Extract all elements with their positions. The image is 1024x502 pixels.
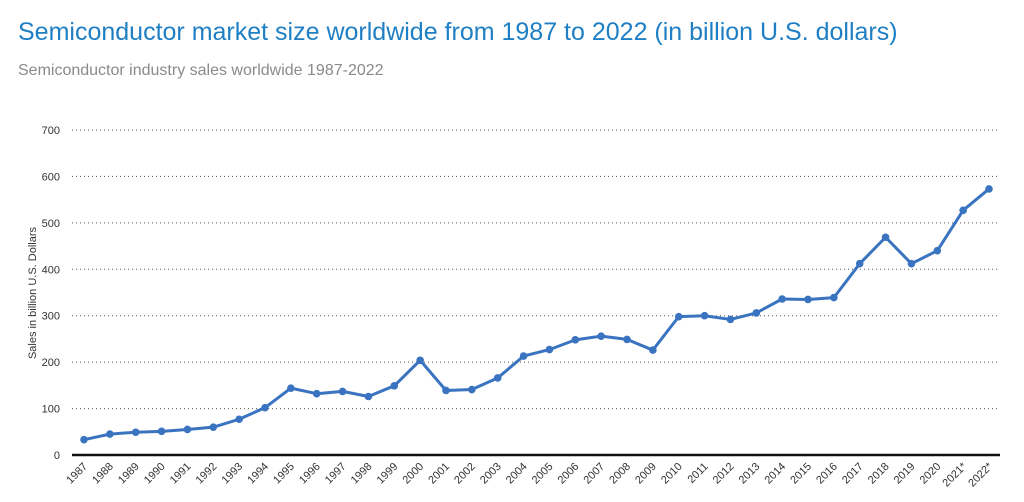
x-tick-label: 1998: [349, 461, 375, 487]
y-tick-label: 100: [42, 404, 60, 416]
x-tick-label: 2004: [504, 461, 530, 487]
chart-title: Semiconductor market size worldwide from…: [18, 18, 898, 46]
data-point[interactable]: [674, 312, 683, 321]
x-tick-label: 1996: [297, 461, 323, 487]
data-point[interactable]: [519, 352, 528, 360]
x-tick-label: 1988: [90, 461, 116, 487]
x-tick-label: 2009: [633, 461, 659, 487]
data-point[interactable]: [752, 309, 761, 317]
data-point[interactable]: [390, 382, 399, 390]
data-point[interactable]: [287, 384, 295, 392]
data-point[interactable]: [778, 295, 786, 303]
y-tick-label: 500: [42, 218, 60, 230]
x-tick-label: 2020: [918, 461, 944, 487]
y-tick-label: 200: [42, 357, 60, 369]
x-tick-label: 2007: [581, 461, 607, 487]
x-tick-label: 2011: [685, 461, 710, 486]
data-points: [80, 185, 993, 444]
y-tick-label: 400: [42, 264, 60, 276]
data-point[interactable]: [571, 336, 580, 344]
x-tick-label: 2003: [478, 461, 504, 487]
x-tick-label: 2021*: [940, 460, 969, 489]
y-axis-ticks: 0 100 200 300 400 500 600 700: [42, 125, 60, 462]
x-tick-label: 1995: [271, 461, 297, 487]
x-tick-label: 1997: [323, 461, 349, 487]
x-tick-label: 2002: [452, 461, 478, 487]
data-point[interactable]: [416, 356, 424, 365]
data-point[interactable]: [623, 335, 631, 344]
x-tick-label: 2013: [737, 461, 763, 487]
data-point[interactable]: [726, 315, 735, 324]
x-tick-label: 2022*: [966, 460, 995, 489]
x-tick-label: 2018: [866, 461, 892, 487]
data-point[interactable]: [959, 206, 967, 215]
data-point[interactable]: [933, 246, 942, 255]
data-point[interactable]: [855, 259, 864, 268]
x-tick-label: 1989: [116, 461, 142, 487]
y-tick-label: 600: [42, 171, 60, 183]
data-point[interactable]: [442, 386, 450, 395]
gridlines: [72, 129, 1000, 410]
data-point[interactable]: [830, 293, 838, 302]
x-tick-label: 1994: [245, 461, 271, 487]
data-point[interactable]: [80, 435, 88, 444]
data-point[interactable]: [183, 425, 192, 434]
y-tick-label: 0: [54, 450, 60, 462]
x-tick-label: 2016: [814, 461, 840, 487]
x-tick-label: 2015: [788, 461, 814, 487]
data-point[interactable]: [700, 311, 709, 320]
x-tick-label: 1987: [64, 461, 90, 487]
data-point[interactable]: [545, 345, 554, 354]
data-point[interactable]: [338, 387, 347, 396]
x-tick-label: 1990: [142, 461, 168, 487]
x-tick-label: 2008: [607, 461, 633, 487]
x-axis-ticks: 1987 1988 1989 1990 1991 1992 1993 1994 1995 1996…: [64, 460, 995, 489]
x-tick-label: 2017: [840, 461, 866, 487]
data-point[interactable]: [597, 332, 605, 340]
data-point[interactable]: [131, 428, 140, 437]
data-point[interactable]: [985, 185, 993, 193]
data-point[interactable]: [312, 389, 321, 398]
data-point[interactable]: [261, 403, 269, 412]
x-tick-label: 1999: [375, 461, 401, 487]
data-point[interactable]: [364, 392, 373, 401]
data-point[interactable]: [493, 374, 502, 382]
x-tick-label: 2006: [556, 461, 582, 487]
data-point[interactable]: [209, 423, 218, 431]
data-point[interactable]: [804, 295, 812, 304]
data-point[interactable]: [157, 427, 166, 436]
x-tick-label: 2001: [426, 461, 452, 487]
data-point[interactable]: [235, 415, 243, 424]
x-tick-label: 2010: [659, 461, 685, 487]
series-line-sales: [83, 187, 990, 442]
data-point[interactable]: [106, 430, 114, 438]
x-tick-label: 2014: [762, 461, 788, 487]
data-point[interactable]: [907, 259, 916, 268]
x-tick-label: 2012: [711, 461, 737, 487]
y-axis-label: Sales in billion U.S. Dollars: [27, 226, 39, 359]
data-point[interactable]: [468, 385, 476, 394]
x-tick-label: 2005: [530, 461, 556, 487]
y-tick-label: 300: [42, 311, 60, 323]
data-point[interactable]: [881, 233, 890, 242]
x-tick-label: 2019: [892, 461, 918, 487]
x-tick-label: 1993: [219, 461, 245, 487]
x-tick-label: 1992: [194, 461, 220, 487]
x-tick-label: 2000: [400, 461, 426, 487]
y-tick-label: 700: [42, 125, 60, 137]
chart-subtitle: Semiconductor industry sales worldwide 1…: [18, 62, 384, 79]
data-point[interactable]: [649, 346, 657, 354]
x-tick-label: 1991: [168, 461, 194, 487]
